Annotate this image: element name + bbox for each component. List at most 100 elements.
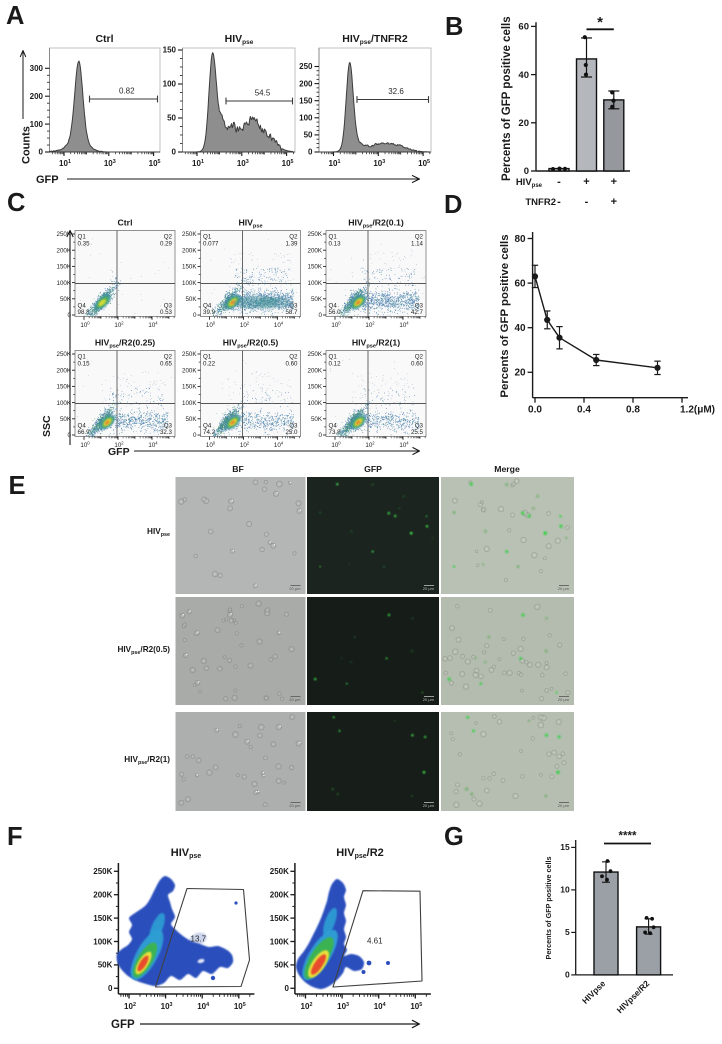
svg-text:150: 150 (163, 46, 177, 55)
svg-text:C: C (7, 189, 25, 217)
svg-text:Ctrl: Ctrl (95, 33, 113, 45)
svg-text:100: 100 (80, 321, 90, 329)
svg-text:103: 103 (104, 159, 116, 168)
svg-text:250K: 250K (57, 351, 72, 358)
svg-text:100: 100 (331, 441, 341, 449)
svg-text:150K: 150K (57, 384, 72, 391)
svg-text:250K: 250K (308, 231, 323, 238)
svg-text:20 μm: 20 μm (558, 697, 570, 702)
svg-text:-: - (557, 196, 561, 208)
svg-text:100K: 100K (182, 400, 197, 407)
svg-text:0.60: 0.60 (411, 361, 424, 368)
svg-text:50: 50 (304, 131, 313, 140)
svg-text:102: 102 (240, 321, 250, 329)
svg-text:150K: 150K (308, 384, 323, 391)
svg-text:0: 0 (319, 312, 323, 319)
svg-text:0: 0 (193, 432, 197, 439)
svg-text:150K: 150K (57, 264, 72, 271)
svg-text:100: 100 (331, 321, 341, 329)
svg-text:Q1: Q1 (78, 234, 87, 241)
svg-text:0.29: 0.29 (160, 241, 173, 248)
svg-text:0.8: 0.8 (626, 405, 640, 416)
svg-text:0.65: 0.65 (160, 361, 173, 368)
svg-text:104: 104 (374, 1002, 386, 1011)
svg-text:200K: 200K (308, 247, 323, 254)
svg-text:10: 10 (560, 885, 570, 895)
svg-text:103: 103 (161, 1002, 173, 1011)
svg-text:200K: 200K (57, 247, 72, 254)
svg-text:GFP: GFP (108, 446, 130, 458)
svg-text:0: 0 (565, 970, 570, 980)
svg-text:Counts: Counts (21, 126, 33, 164)
svg-text:100: 100 (80, 441, 90, 449)
svg-text:Q4: Q4 (78, 423, 87, 430)
svg-text:100K: 100K (93, 937, 112, 946)
svg-text:100: 100 (163, 80, 177, 89)
svg-text:104: 104 (274, 441, 284, 449)
svg-text:Q2: Q2 (164, 354, 173, 361)
svg-text:102: 102 (240, 441, 250, 449)
svg-text:50K: 50K (185, 416, 197, 423)
svg-text:HIVpse/R2(0.5): HIVpse/R2(0.5) (223, 338, 279, 350)
svg-text:200K: 200K (182, 247, 197, 254)
svg-text:Q4: Q4 (78, 303, 87, 310)
svg-text:5: 5 (565, 927, 570, 937)
svg-text:105: 105 (410, 1002, 422, 1011)
svg-text:0.077: 0.077 (203, 241, 219, 248)
svg-text:101: 101 (329, 159, 341, 168)
svg-text:Q1: Q1 (203, 354, 212, 361)
svg-text:105: 105 (282, 159, 294, 168)
svg-text:103: 103 (337, 1002, 349, 1011)
svg-text:Ctrl: Ctrl (118, 218, 133, 228)
svg-text:20 μm: 20 μm (558, 586, 570, 591)
svg-text:56.0: 56.0 (329, 309, 342, 316)
svg-text:Percents of GFP positive cells: Percents of GFP positive cells (544, 857, 553, 960)
svg-text:1.14: 1.14 (411, 241, 424, 248)
svg-text:Q2: Q2 (415, 234, 424, 241)
svg-text:Q3: Q3 (415, 303, 424, 310)
svg-text:0: 0 (172, 148, 177, 157)
svg-text:HIVpse/R2(1): HIVpse/R2(1) (352, 338, 400, 350)
svg-text:200: 200 (299, 79, 313, 88)
svg-text:Q3: Q3 (289, 303, 298, 310)
svg-text:102: 102 (114, 441, 124, 449)
svg-text:250K: 250K (182, 351, 197, 358)
svg-text:104: 104 (274, 321, 284, 329)
svg-text:101: 101 (59, 159, 71, 168)
svg-text:GFP: GFP (111, 1019, 135, 1031)
svg-text:Q4: Q4 (203, 423, 212, 430)
svg-text:Q2: Q2 (164, 234, 173, 241)
svg-text:B: B (445, 13, 463, 41)
svg-text:40: 40 (514, 323, 526, 334)
svg-text:104: 104 (197, 1002, 209, 1011)
svg-text:105: 105 (418, 159, 430, 168)
svg-text:250K: 250K (182, 231, 197, 238)
svg-text:20 μm: 20 μm (289, 697, 301, 702)
svg-text:A: A (6, 2, 24, 30)
svg-text:Q4: Q4 (329, 423, 338, 430)
svg-text:BF: BF (232, 464, 244, 474)
svg-text:150K: 150K (182, 264, 197, 271)
svg-text:50K: 50K (60, 416, 72, 423)
svg-text:GFP: GFP (364, 464, 382, 474)
svg-text:Q4: Q4 (203, 303, 212, 310)
svg-text:103: 103 (373, 159, 385, 168)
svg-text:50K: 50K (311, 296, 323, 303)
svg-text:Q1: Q1 (203, 234, 212, 241)
svg-text:0.0: 0.0 (528, 405, 542, 416)
svg-text:Q1: Q1 (329, 354, 338, 361)
svg-text:F: F (7, 823, 23, 851)
svg-text:E: E (9, 472, 26, 500)
svg-text:20 μm: 20 μm (289, 586, 301, 591)
svg-text:50K: 50K (60, 296, 72, 303)
svg-text:250K: 250K (57, 231, 72, 238)
svg-text:0.82: 0.82 (119, 87, 135, 96)
svg-text:250K: 250K (270, 867, 289, 876)
svg-text:39.9: 39.9 (203, 309, 216, 316)
svg-text:Merge: Merge (494, 464, 520, 474)
svg-text:20: 20 (514, 368, 526, 379)
svg-text:*: * (597, 14, 603, 31)
svg-text:Q3: Q3 (164, 423, 173, 430)
svg-text:105: 105 (149, 159, 161, 168)
svg-text:50K: 50K (98, 961, 113, 970)
